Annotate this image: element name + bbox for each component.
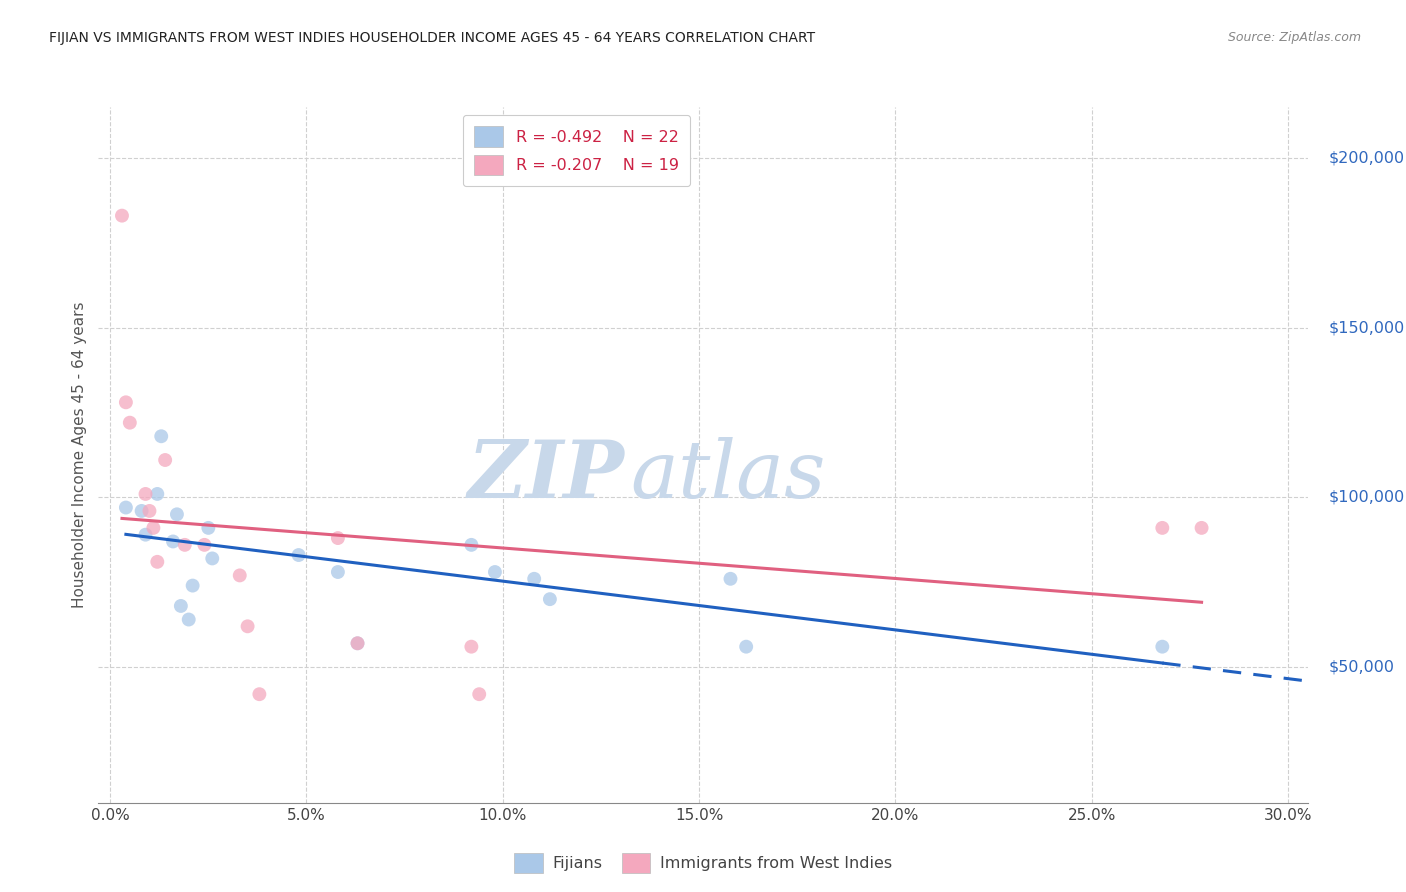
Point: [346, 636, 368, 650]
Point: [326, 531, 349, 545]
Point: [229, 568, 252, 582]
Point: [287, 548, 309, 562]
Point: [135, 527, 157, 541]
Point: [150, 429, 173, 443]
Point: [484, 565, 506, 579]
Legend: R = -0.492    N = 22, R = -0.207    N = 19: R = -0.492 N = 22, R = -0.207 N = 19: [463, 115, 690, 186]
Legend: Fijians, Immigrants from West Indies: Fijians, Immigrants from West Indies: [508, 847, 898, 880]
Point: [197, 521, 219, 535]
Point: [1152, 640, 1174, 654]
Point: [236, 619, 259, 633]
Point: [720, 572, 742, 586]
Point: [118, 416, 141, 430]
Y-axis label: Householder Income Ages 45 - 64 years: Householder Income Ages 45 - 64 years: [72, 301, 87, 608]
Point: [523, 572, 546, 586]
Text: atlas: atlas: [630, 437, 825, 515]
Point: [326, 565, 349, 579]
Point: [142, 521, 165, 535]
Point: [1191, 521, 1213, 535]
Point: [173, 538, 195, 552]
Point: [115, 395, 138, 409]
Text: $50,000: $50,000: [1329, 659, 1395, 674]
Point: [468, 687, 491, 701]
Text: ZIP: ZIP: [468, 437, 624, 515]
Point: [1152, 521, 1174, 535]
Point: [146, 555, 169, 569]
Point: [460, 538, 482, 552]
Point: [460, 640, 482, 654]
Point: [115, 500, 138, 515]
Point: [538, 592, 561, 607]
Text: $150,000: $150,000: [1329, 320, 1405, 335]
Point: [170, 599, 193, 613]
Point: [131, 504, 153, 518]
Text: $100,000: $100,000: [1329, 490, 1405, 505]
Point: [111, 209, 134, 223]
Point: [135, 487, 157, 501]
Text: Source: ZipAtlas.com: Source: ZipAtlas.com: [1227, 31, 1361, 45]
Point: [153, 453, 176, 467]
Point: [247, 687, 270, 701]
Point: [735, 640, 758, 654]
Point: [201, 551, 224, 566]
Text: $200,000: $200,000: [1329, 151, 1405, 165]
Point: [166, 508, 188, 522]
Point: [193, 538, 215, 552]
Point: [177, 613, 200, 627]
Point: [138, 504, 160, 518]
Point: [346, 636, 368, 650]
Point: [162, 534, 184, 549]
Text: FIJIAN VS IMMIGRANTS FROM WEST INDIES HOUSEHOLDER INCOME AGES 45 - 64 YEARS CORR: FIJIAN VS IMMIGRANTS FROM WEST INDIES HO…: [49, 31, 815, 45]
Point: [181, 578, 204, 592]
Point: [146, 487, 169, 501]
